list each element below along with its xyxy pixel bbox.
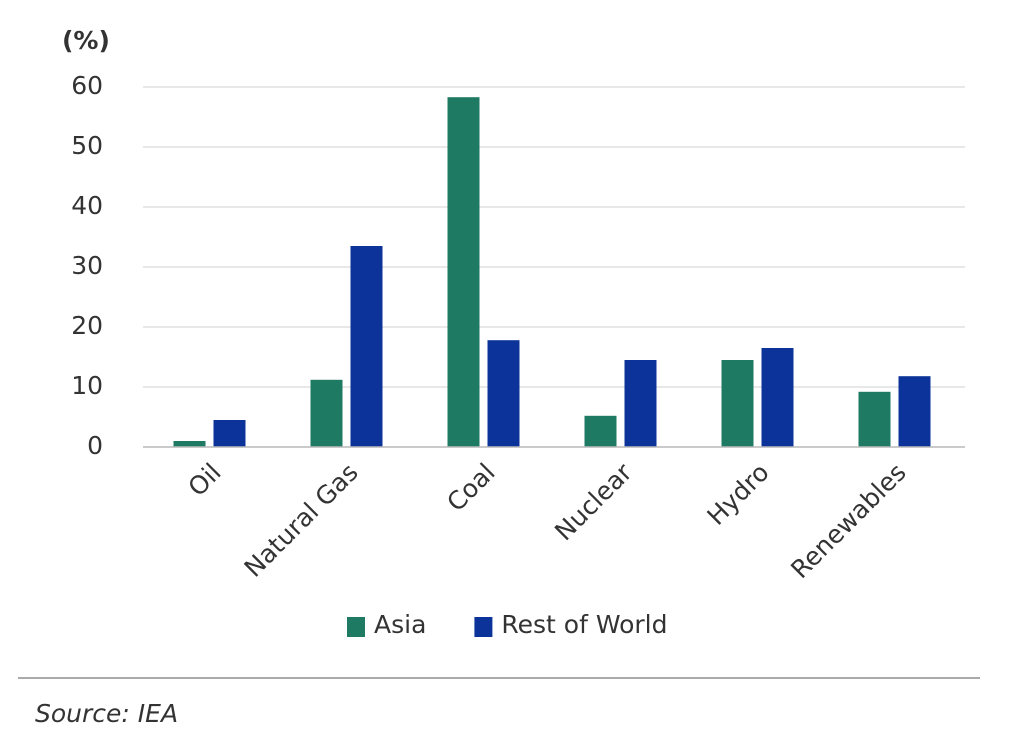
legend-swatch xyxy=(347,617,365,637)
y-tick-label: 40 xyxy=(71,191,103,220)
x-tick-label: Hydro xyxy=(702,458,775,531)
bar xyxy=(350,246,383,447)
bar xyxy=(213,420,246,447)
source-note: Source: IEA xyxy=(35,699,178,728)
bar xyxy=(624,360,657,447)
y-tick-label: 30 xyxy=(71,251,103,280)
legend-label: Rest of World xyxy=(501,610,667,639)
bar xyxy=(584,415,617,447)
x-tick-label: Oil xyxy=(182,458,226,502)
bar xyxy=(447,97,480,447)
bar xyxy=(310,379,343,447)
x-tick-label: Coal xyxy=(441,458,500,517)
bar xyxy=(858,391,891,447)
bar xyxy=(898,376,931,447)
x-tick-label: Renewables xyxy=(785,458,911,584)
legend-label: Asia xyxy=(374,610,426,639)
y-axis-label: (%) xyxy=(62,26,110,55)
bar xyxy=(721,360,754,447)
bar xyxy=(173,441,206,447)
legend-swatch xyxy=(474,617,493,637)
y-tick-label: 10 xyxy=(71,371,103,400)
y-tick-label: 20 xyxy=(71,311,103,340)
y-tick-label: 60 xyxy=(71,71,103,100)
y-tick-label: 0 xyxy=(87,431,103,460)
x-tick-label: Natural Gas xyxy=(239,458,364,583)
y-tick-label: 50 xyxy=(71,131,103,160)
bar xyxy=(761,348,794,447)
x-tick-label: Nuclear xyxy=(549,457,638,546)
bar xyxy=(487,340,520,447)
